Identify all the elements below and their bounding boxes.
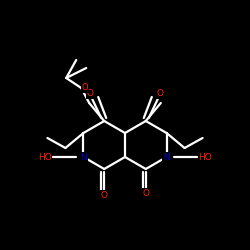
Text: HO: HO [38, 152, 52, 162]
Text: O: O [82, 84, 88, 92]
Text: O: O [87, 90, 94, 98]
Text: HO: HO [198, 152, 212, 162]
Text: N: N [80, 152, 87, 162]
Text: O: O [101, 190, 108, 200]
Text: O: O [142, 188, 149, 198]
Text: O: O [156, 90, 163, 98]
Text: N: N [163, 152, 170, 162]
